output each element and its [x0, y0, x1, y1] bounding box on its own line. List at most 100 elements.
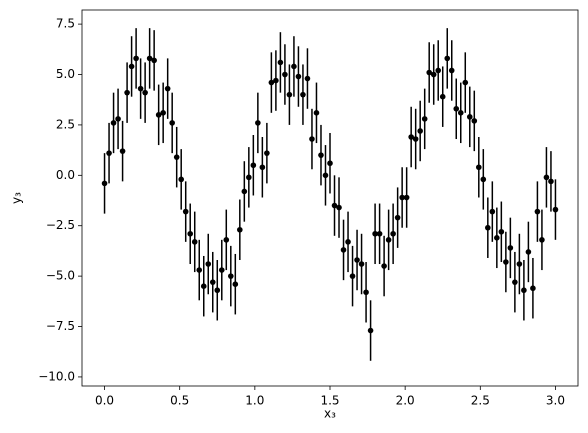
point — [273, 77, 279, 84]
point — [399, 194, 405, 201]
point — [345, 239, 351, 245]
y-tick-label: −2.5 — [46, 218, 75, 232]
y-tick-label: 7.5 — [56, 17, 75, 31]
point — [173, 154, 180, 160]
point — [480, 176, 487, 183]
point — [209, 279, 216, 285]
point — [286, 91, 293, 98]
point — [151, 57, 157, 64]
point — [349, 273, 356, 279]
point — [200, 283, 207, 290]
point — [264, 150, 270, 156]
point — [376, 230, 383, 237]
point — [435, 67, 442, 74]
point — [133, 55, 139, 62]
point — [214, 287, 221, 294]
point — [385, 237, 392, 243]
point — [291, 63, 297, 70]
point — [521, 287, 527, 294]
point — [137, 85, 144, 92]
point — [489, 208, 496, 215]
y-tick-label: −5.0 — [46, 269, 75, 283]
point — [358, 261, 365, 267]
point — [412, 136, 419, 142]
point — [394, 214, 401, 221]
point — [160, 110, 166, 116]
point — [169, 120, 175, 126]
point — [300, 91, 306, 98]
point — [313, 110, 320, 116]
point — [417, 128, 423, 134]
point — [196, 267, 203, 273]
point — [164, 85, 171, 92]
y-axis-label: y₃ — [10, 192, 24, 204]
point — [457, 110, 464, 116]
point — [223, 237, 230, 243]
point — [552, 206, 559, 213]
point — [498, 228, 505, 235]
point — [146, 55, 153, 62]
point — [259, 164, 266, 171]
point — [503, 259, 509, 265]
point — [448, 67, 455, 74]
point — [354, 257, 360, 263]
point — [268, 79, 275, 86]
point — [115, 116, 121, 122]
point — [466, 114, 473, 120]
point — [507, 245, 514, 251]
point — [340, 247, 347, 253]
point — [408, 134, 414, 140]
point — [403, 194, 410, 201]
point — [142, 89, 148, 96]
point — [255, 120, 261, 126]
point — [512, 279, 518, 285]
point — [295, 73, 302, 80]
x-tick-label: 3.0 — [546, 394, 565, 408]
point — [205, 261, 212, 267]
point — [277, 59, 284, 66]
point — [336, 204, 342, 211]
point — [421, 116, 428, 122]
y-tick-label: 5.0 — [56, 67, 75, 81]
point — [439, 93, 446, 100]
point — [119, 148, 126, 154]
point — [250, 162, 257, 169]
point — [282, 71, 288, 78]
point — [182, 208, 189, 215]
point — [128, 63, 135, 70]
x-tick-label: 2.5 — [471, 394, 490, 408]
y-tick-label: −7.5 — [46, 319, 75, 333]
point — [471, 118, 478, 124]
point — [106, 150, 112, 156]
point — [494, 235, 500, 241]
point — [525, 249, 532, 255]
x-tick-label: 1.5 — [320, 394, 339, 408]
point — [485, 224, 491, 231]
point — [426, 69, 433, 76]
point — [381, 263, 387, 269]
point — [237, 226, 243, 233]
x-tick-label: 1.0 — [245, 394, 264, 408]
point — [390, 230, 396, 237]
point — [539, 237, 545, 243]
point — [318, 152, 324, 158]
point — [530, 285, 536, 292]
point — [218, 267, 225, 273]
point — [101, 180, 108, 187]
point — [363, 289, 369, 296]
point — [327, 160, 333, 167]
point — [124, 89, 130, 96]
point — [430, 71, 437, 78]
axes-frame — [81, 9, 579, 387]
point — [372, 230, 378, 237]
point — [178, 176, 184, 183]
point — [191, 239, 198, 245]
point — [110, 120, 117, 126]
point — [155, 112, 162, 118]
x-tick-label: 2.0 — [396, 394, 415, 408]
point — [476, 164, 482, 171]
point — [228, 273, 234, 279]
point — [543, 174, 550, 181]
point — [367, 327, 374, 334]
